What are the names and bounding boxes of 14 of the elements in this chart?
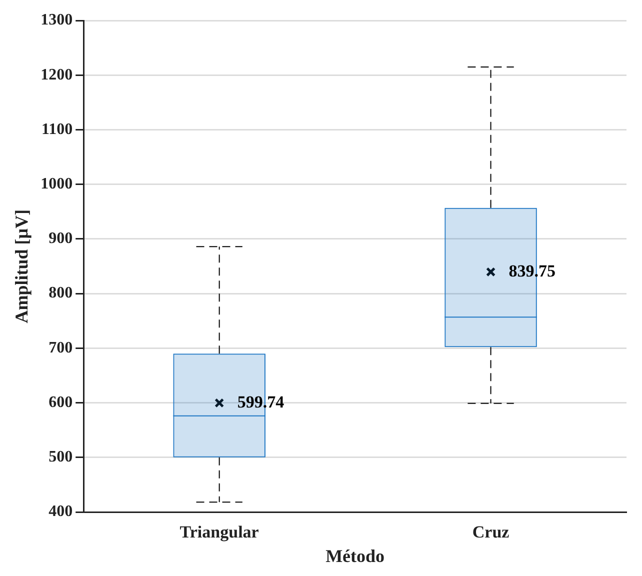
x-tick-label: Triangular bbox=[180, 522, 260, 542]
y-axis-title: Amplitud [µV] bbox=[11, 209, 32, 324]
y-tick-label: 400 bbox=[48, 503, 73, 520]
y-tick-label: 1200 bbox=[40, 66, 73, 84]
y-tick-label: 700 bbox=[48, 339, 73, 356]
y-tick-label: 800 bbox=[48, 284, 73, 302]
y-tick-label: 1100 bbox=[41, 120, 73, 138]
y-tick-label: 1300 bbox=[40, 12, 73, 29]
y-tick-label: 500 bbox=[48, 448, 73, 466]
y-tick-label: 1000 bbox=[40, 176, 73, 193]
x-axis-title: Método bbox=[326, 546, 385, 566]
y-tick-label: 900 bbox=[48, 230, 73, 248]
y-tick-label: 600 bbox=[48, 394, 73, 411]
x-tick-label: Cruz bbox=[472, 522, 510, 542]
